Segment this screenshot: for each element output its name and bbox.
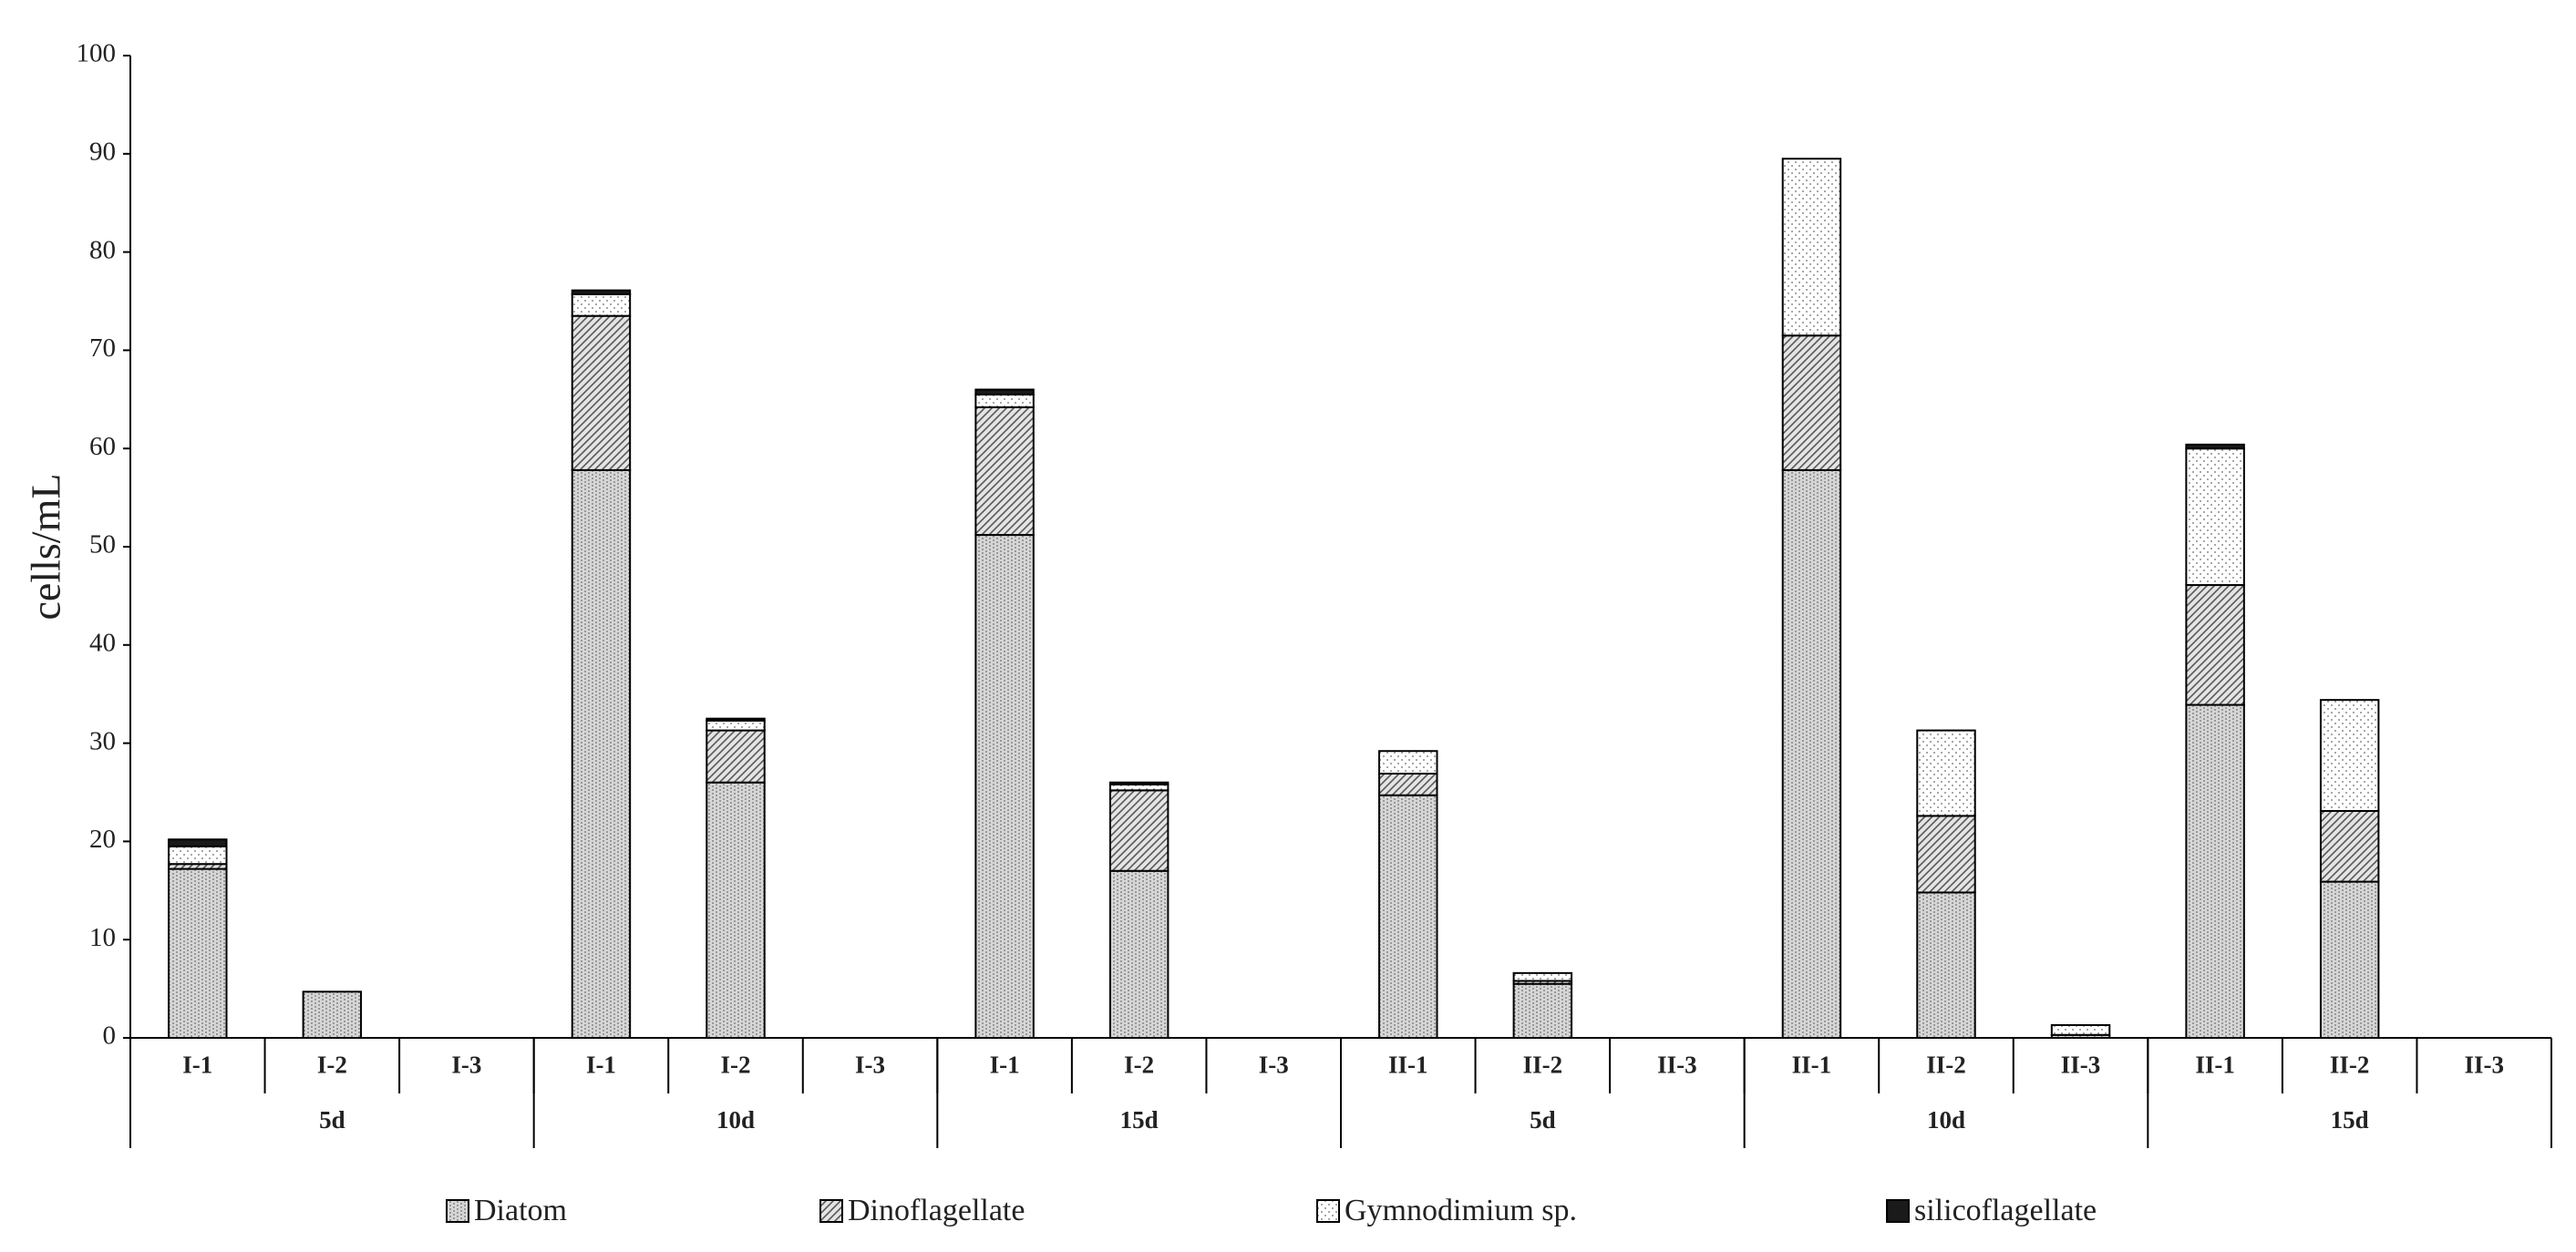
- bar-segment: [571, 289, 632, 295]
- bar-segment: [2319, 699, 2380, 812]
- x-tick-label: II-3: [2061, 1052, 2101, 1079]
- legend-label: silicoflagellate: [1914, 1194, 2097, 1227]
- group-label: 5d: [319, 1106, 345, 1134]
- bar-segment: [1916, 729, 1976, 817]
- bar-segment: [1781, 468, 1842, 1039]
- legend-label: Dinoflagellate: [848, 1194, 1025, 1227]
- bar-segment: [2185, 443, 2245, 450]
- legend-label: Diatom: [474, 1194, 567, 1227]
- bar-segment: [2185, 584, 2245, 706]
- bar-segment: [1781, 334, 1842, 471]
- x-tick-label: I-2: [721, 1052, 751, 1079]
- bar-segment: [706, 719, 766, 732]
- bar-segment: [168, 838, 228, 847]
- group-label: 10d: [716, 1106, 755, 1134]
- bar-segment: [1378, 750, 1438, 775]
- legend-swatch: [446, 1199, 469, 1223]
- x-tick-label: I-2: [317, 1052, 347, 1079]
- x-tick-label: II-3: [2464, 1052, 2504, 1079]
- bar-segment: [974, 388, 1035, 395]
- y-tick-label: 40: [89, 628, 116, 657]
- x-tick-label: II-2: [1523, 1052, 1563, 1079]
- bar-segment: [2319, 880, 2380, 1040]
- legend-swatch: [1316, 1199, 1340, 1223]
- x-tick-label: II-1: [2195, 1052, 2235, 1079]
- bar-segment: [2185, 447, 2245, 587]
- x-tick-label: II-2: [1926, 1052, 1966, 1079]
- bar-segment: [1108, 869, 1170, 1039]
- x-tick-label: I-3: [451, 1052, 481, 1079]
- y-axis-label: cells/mL: [23, 474, 69, 621]
- x-tick-label: I-1: [990, 1052, 1020, 1079]
- bar-segment: [1512, 971, 1573, 982]
- bar-segment: [1378, 794, 1438, 1039]
- bar-segment: [974, 534, 1035, 1039]
- bar-segment: [1108, 781, 1170, 785]
- x-tick-label: I-1: [586, 1052, 616, 1079]
- bar-segment: [1108, 789, 1170, 872]
- x-tick-label: I-1: [182, 1052, 212, 1079]
- y-tick-label: 60: [89, 432, 116, 461]
- bar-segment: [706, 717, 766, 722]
- x-tick-label: I-3: [855, 1052, 885, 1079]
- bar-segment: [168, 867, 228, 1039]
- y-tick-label: 20: [89, 825, 116, 854]
- y-tick-label: 100: [77, 39, 117, 68]
- bar-segment: [1512, 982, 1573, 1039]
- group-label: 5d: [1530, 1106, 1556, 1134]
- x-tick-label: I-2: [1124, 1052, 1154, 1079]
- bar-segment: [168, 845, 228, 866]
- bar-segment: [1916, 891, 1976, 1039]
- y-tick-label: 30: [89, 726, 116, 755]
- y-tick-label: 70: [89, 334, 116, 363]
- bar-segment: [706, 781, 766, 1039]
- x-tick-label: II-3: [1657, 1052, 1697, 1079]
- y-tick-label: 80: [89, 235, 116, 264]
- legend-swatch: [1886, 1199, 1910, 1223]
- y-tick-label: 10: [89, 923, 116, 952]
- legend-label: Gymnodimium sp.: [1345, 1194, 1577, 1227]
- bar-segment: [706, 729, 766, 784]
- y-tick-label: 50: [89, 530, 116, 559]
- bar-segment: [974, 405, 1035, 537]
- x-tick-label: II-1: [1388, 1052, 1428, 1079]
- bar-segment: [2185, 703, 2245, 1039]
- y-tick-label: 90: [89, 137, 116, 166]
- bar-segment: [974, 393, 1035, 408]
- bar-segment: [1916, 815, 1976, 894]
- bar-segment: [1378, 773, 1438, 796]
- bar-segment: [571, 292, 632, 317]
- bar-segment: [571, 468, 632, 1039]
- x-tick-label: II-1: [1792, 1052, 1832, 1079]
- group-label: 15d: [1120, 1106, 1159, 1134]
- bar-segment: [571, 314, 632, 471]
- bar-segment: [302, 990, 363, 1039]
- legend-swatch: [819, 1199, 843, 1223]
- x-tick-label: I-3: [1259, 1052, 1289, 1079]
- group-label: 15d: [2331, 1106, 2369, 1134]
- group-label: 10d: [1927, 1106, 1965, 1134]
- bar-segment: [2050, 1023, 2111, 1036]
- x-tick-label: II-2: [2330, 1052, 2370, 1079]
- bar-segment: [2319, 809, 2380, 883]
- bar-segment: [1781, 158, 1842, 337]
- y-tick-label: 0: [103, 1021, 117, 1051]
